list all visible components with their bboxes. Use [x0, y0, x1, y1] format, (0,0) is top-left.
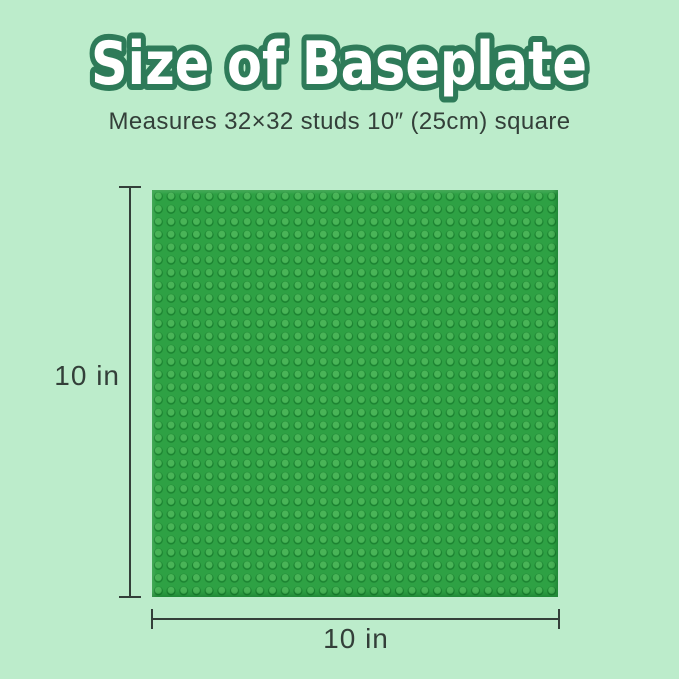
bottom-dimension-line — [152, 618, 560, 620]
height-dimension-label: 10 in — [54, 360, 120, 391]
width-dimension-label: 10 in — [323, 623, 389, 654]
green-baseplate-image — [152, 190, 558, 597]
bottom-dimension-line-left-cap — [151, 609, 153, 629]
bottom-dimension-line-right-cap — [558, 609, 560, 629]
subtitle-measurements: Measures 32×32 studs 10″ (25cm) square — [108, 108, 571, 135]
left-dimension-line-bottom-cap — [119, 596, 141, 598]
title-bubble-art: Size of Baseplate — [85, 23, 593, 105]
left-dimension-line-top-cap — [119, 186, 141, 188]
left-dimension-line — [129, 187, 131, 598]
page-title: Size of Baseplate — [91, 29, 587, 99]
